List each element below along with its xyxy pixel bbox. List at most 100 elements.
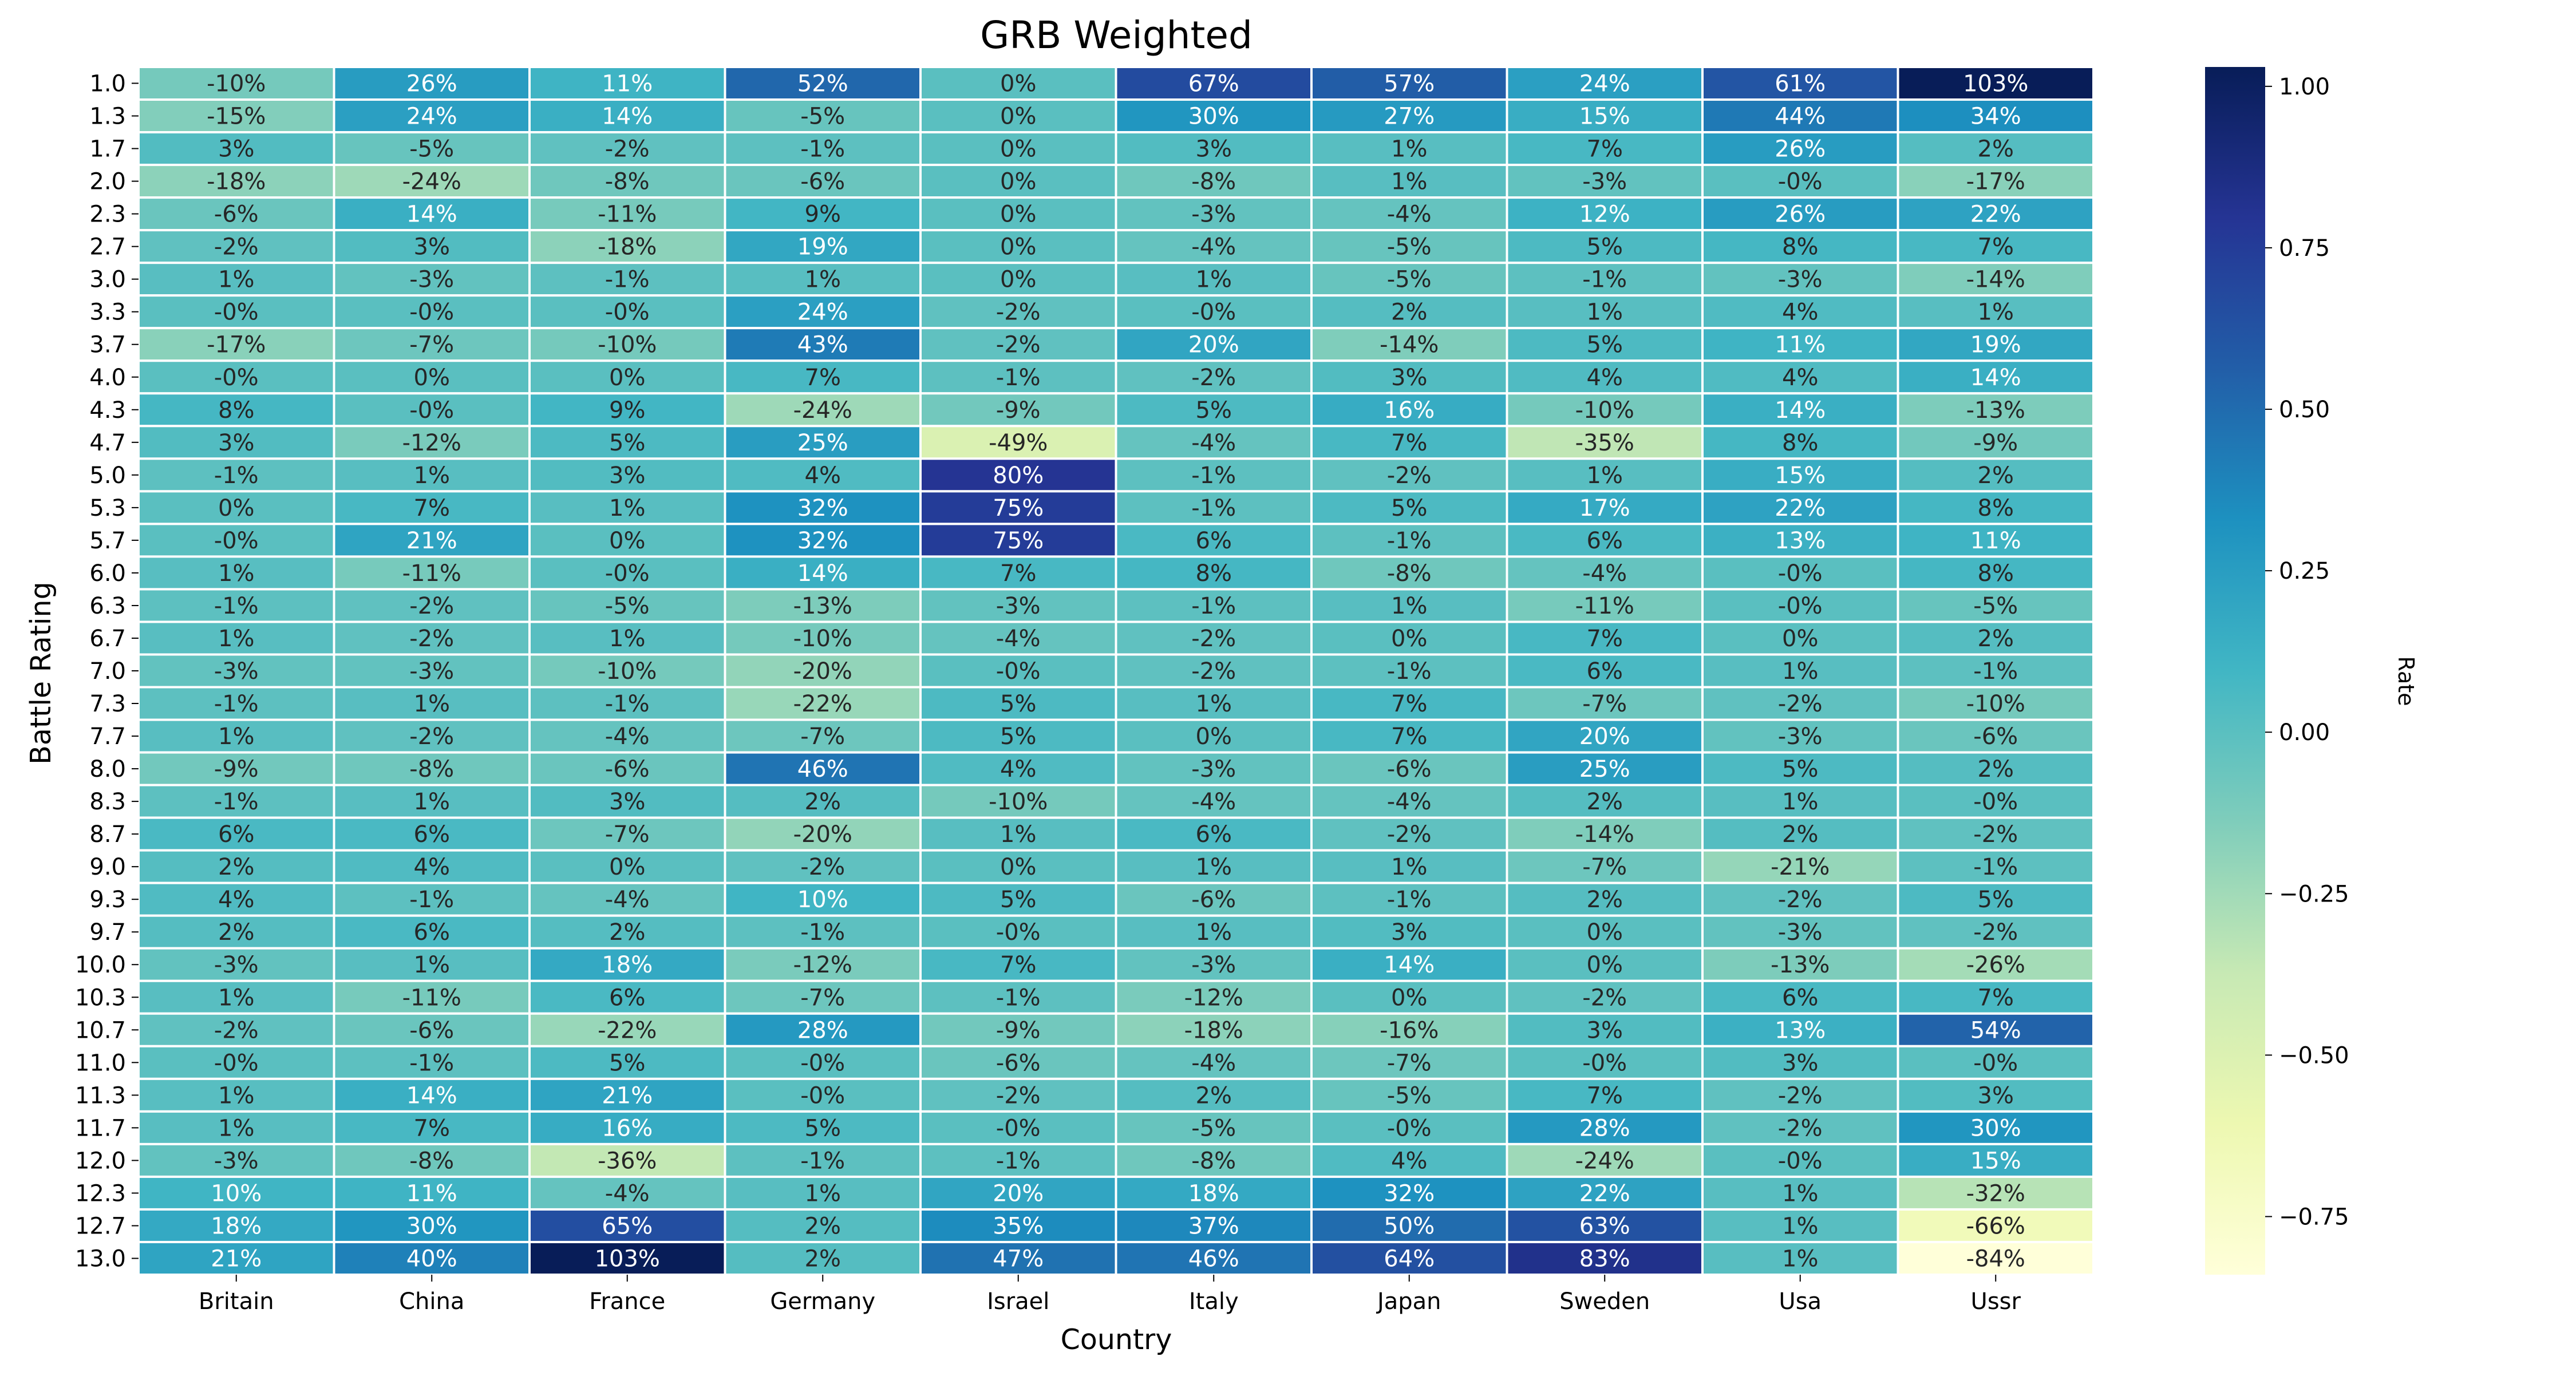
cell-value-label: -6% [409, 1017, 454, 1043]
cell-value-label: 1% [805, 267, 841, 293]
cell-value-label: 7% [1391, 691, 1427, 717]
cell-value-label: -1% [1191, 593, 1236, 619]
heatmap-cell [528, 98, 726, 134]
cell-value-label: -3% [1582, 169, 1627, 195]
cell-value-label: -0% [409, 397, 454, 424]
heatmap-cell [1701, 1045, 1899, 1080]
heatmap-cell [1701, 294, 1899, 330]
heatmap-cell [1701, 392, 1899, 428]
heatmap-cell [1115, 229, 1313, 264]
cell-value-label: -1% [800, 136, 845, 163]
heatmap-cell [1897, 1142, 2095, 1178]
heatmap-cell [1310, 588, 1508, 623]
cell-value-label: 52% [797, 71, 848, 97]
cell-value-label: -1% [1973, 658, 2018, 685]
cell-value-label: -13% [1966, 397, 2025, 424]
cell-value-label: 2% [805, 1213, 841, 1239]
cell-value-label: 22% [1579, 1180, 1630, 1207]
heatmap-cell [333, 686, 531, 721]
cell-value-label: -10% [1966, 691, 2025, 717]
heatmap-cell [724, 1175, 922, 1211]
cell-value-label: -5% [1387, 1082, 1432, 1109]
cell-value-label: -17% [1966, 169, 2025, 195]
cell-value-label: -1% [214, 462, 259, 489]
heatmap-cell [1506, 1012, 1704, 1047]
cell-value-label: 1% [1196, 854, 1232, 880]
cell-value-label: 32% [1384, 1180, 1435, 1207]
cell-value-label: 10% [211, 1180, 262, 1207]
cell-value-label: -5% [1191, 1115, 1236, 1141]
cell-value-label: -1% [214, 691, 259, 717]
cell-value-label: 8% [1978, 560, 2014, 587]
cell-value-label: 2% [1978, 136, 2014, 163]
cell-value-label: 18% [1188, 1180, 1239, 1207]
cell-value-label: 67% [1188, 71, 1239, 97]
heatmap-cell [724, 523, 922, 558]
cell-value-label: -1% [605, 267, 650, 293]
cell-value-label: 2% [1978, 462, 2014, 489]
heatmap-cell [1506, 849, 1704, 884]
heatmap-cell [1701, 98, 1899, 134]
heatmap-cell [1897, 555, 2095, 591]
cell-value-label: -0% [214, 528, 259, 554]
cell-value-label: -3% [214, 1148, 259, 1174]
cell-value-label: -0% [605, 560, 650, 587]
cell-value-label: 1% [218, 723, 254, 750]
y-tick-label: 1.3 [89, 104, 126, 130]
cell-value-label: -5% [800, 104, 845, 130]
heatmap-cell [1897, 816, 2095, 852]
x-axis-label: Country [1061, 1323, 1172, 1356]
cell-value-label: 5% [609, 1050, 645, 1076]
cell-value-label: 24% [797, 299, 848, 326]
cell-value-label: -3% [1191, 756, 1236, 782]
cell-value-label: -24% [402, 169, 461, 195]
cell-value-label: -0% [996, 658, 1041, 685]
heatmap-cell [1897, 588, 2095, 623]
y-tick-label: 7.7 [89, 723, 126, 750]
heatmap-cell [333, 751, 531, 786]
cell-value-label: 16% [602, 1115, 653, 1141]
cell-value-label: 1% [1782, 658, 1818, 685]
cell-value-label: 5% [1391, 495, 1427, 521]
axis-ticks: 1.0 1.3 1.7 2.0 2.3 2.7 3.0 3.3 3.7 4.0 4.3 4.7 5.0 5… [75, 71, 2021, 1315]
heatmap-cell [528, 1208, 726, 1243]
cell-value-label: 57% [1384, 71, 1435, 97]
heatmap-cell [1701, 359, 1899, 395]
cell-value-label: -2% [996, 299, 1041, 326]
cell-value-label: 2% [1391, 299, 1427, 326]
heatmap-cell [1115, 327, 1313, 362]
heatmap-cell [1310, 1208, 1508, 1243]
heatmap-cell [1701, 229, 1899, 264]
y-tick-label: 7.0 [89, 658, 126, 685]
heatmap-cell [333, 1110, 531, 1145]
heatmap-cell [528, 1142, 726, 1178]
cell-value-label: -2% [605, 136, 650, 163]
colorbar-tick-label: 0.50 [2279, 397, 2330, 423]
cell-value-label: -1% [409, 1050, 454, 1076]
cell-value-label: 1% [1782, 1245, 1818, 1272]
heatmap-cell [1506, 751, 1704, 786]
cell-value-label: -84% [1966, 1245, 2025, 1272]
cell-value-label: -6% [214, 201, 259, 228]
cell-value-label: 4% [1782, 299, 1818, 326]
cell-value-label: -2% [1191, 658, 1236, 685]
heatmap-cell [333, 294, 531, 330]
cell-value-label: 3% [1978, 1082, 2014, 1109]
heatmap-cell [1506, 1240, 1704, 1276]
y-tick-label: 3.7 [89, 332, 126, 358]
colorbar-tick-label: 0.25 [2279, 558, 2330, 584]
cell-value-label: 4% [1391, 1148, 1427, 1174]
heatmap-cell [1115, 1175, 1313, 1211]
cell-value-label: 14% [602, 104, 653, 130]
cell-value-label: 7% [1587, 136, 1623, 163]
cell-value-label: 1% [1587, 462, 1623, 489]
cell-value-label: 30% [1970, 1115, 2021, 1141]
cell-value-label: -5% [1387, 267, 1432, 293]
heatmap-cell [528, 979, 726, 1015]
cell-value-label: 0% [1782, 626, 1818, 652]
heatmap-cell [1506, 196, 1704, 232]
heatmap-cell [1897, 914, 2095, 950]
cell-value-label: -4% [605, 887, 650, 913]
cell-value-label: -5% [1387, 234, 1432, 260]
